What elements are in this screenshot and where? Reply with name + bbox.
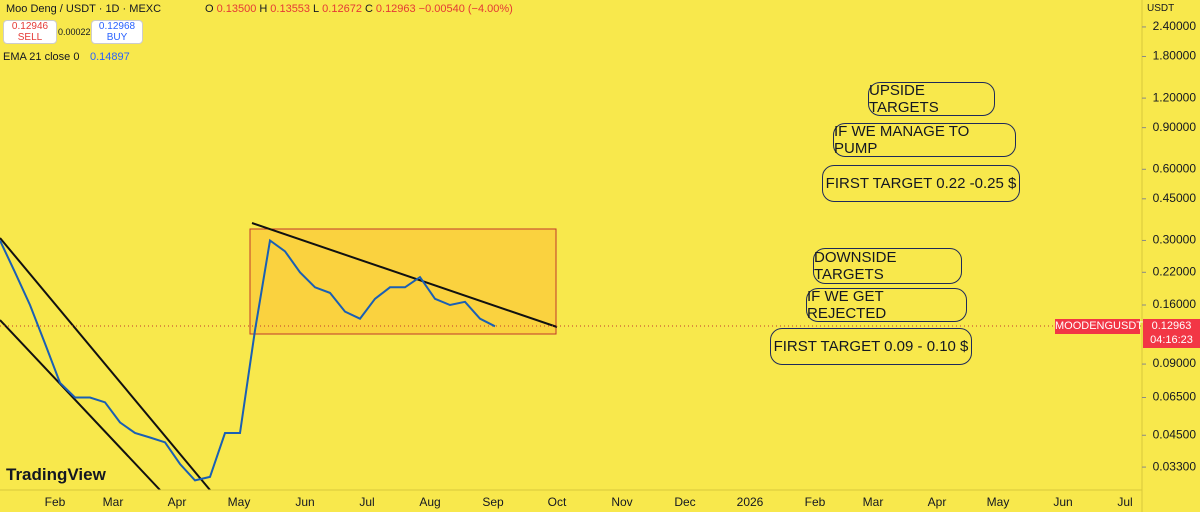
o-value: 0.13500 bbox=[216, 3, 257, 15]
channel-line bbox=[0, 319, 161, 491]
x-tick-label: Nov bbox=[611, 495, 632, 509]
x-tick-label: Jul bbox=[359, 495, 374, 509]
c-label: C bbox=[364, 3, 373, 15]
channel-line bbox=[0, 237, 211, 491]
indicator-label: EMA 21 close 0 bbox=[3, 51, 80, 63]
sell-label: SELL bbox=[17, 32, 43, 43]
annotation: DOWNSIDE TARGETS bbox=[813, 248, 962, 284]
change: −0.00540 (−4.00%) bbox=[418, 3, 513, 15]
x-tick-label: Dec bbox=[674, 495, 695, 509]
c-value: 0.12963 bbox=[375, 3, 416, 15]
l-value: 0.12672 bbox=[322, 3, 362, 15]
y-tick-label: 2.40000 bbox=[1153, 19, 1197, 33]
y-tick-label: 0.60000 bbox=[1153, 161, 1197, 175]
x-tick-label: Apr bbox=[168, 495, 187, 509]
annotation: IF WE MANAGE TO PUMP bbox=[833, 123, 1016, 157]
x-tick-label: Aug bbox=[419, 495, 440, 509]
currency: USDT bbox=[1147, 3, 1175, 14]
x-tick-label: 2026 bbox=[737, 495, 764, 509]
annotation: FIRST TARGET 0.22 -0.25 $ bbox=[822, 165, 1020, 202]
y-tick-label: 0.45000 bbox=[1153, 191, 1197, 205]
x-tick-label: Apr bbox=[928, 495, 947, 509]
x-tick-label: Sep bbox=[482, 495, 504, 509]
sell-price: 0.12946 bbox=[11, 21, 49, 32]
y-tick-label: 0.09000 bbox=[1153, 356, 1197, 370]
y-tick-label: 0.03300 bbox=[1153, 459, 1197, 473]
annotation: UPSIDE TARGETS bbox=[868, 82, 995, 116]
symbol-title: Moo Deng / USDT · 1D · MEXC bbox=[6, 3, 162, 15]
x-tick-label: Mar bbox=[103, 495, 124, 509]
y-tick-label: 1.20000 bbox=[1153, 90, 1197, 104]
h-value: 0.13553 bbox=[270, 3, 311, 15]
symbol-label: MOODENGUSDT bbox=[1055, 319, 1143, 334]
annotation: IF WE GET REJECTED bbox=[806, 288, 967, 322]
h-label: H bbox=[259, 3, 268, 15]
x-tick-label: May bbox=[228, 495, 251, 509]
o-label: O bbox=[205, 3, 214, 15]
countdown: 04:16:23 bbox=[1150, 334, 1193, 346]
y-tick-label: 0.30000 bbox=[1153, 233, 1197, 247]
y-tick-label: 0.04500 bbox=[1153, 427, 1197, 441]
y-tick-label: 0.16000 bbox=[1153, 297, 1197, 311]
sell-button[interactable]: 0.12946 SELL bbox=[3, 20, 57, 44]
y-tick-label: 0.06500 bbox=[1153, 390, 1197, 404]
x-tick-label: Jun bbox=[1053, 495, 1072, 509]
l-label: L bbox=[313, 3, 320, 15]
y-tick-label: 0.22000 bbox=[1153, 264, 1197, 278]
ohlc: O 0.13500 H 0.13553 L 0.12672 C 0.12963 −0.0… bbox=[205, 3, 513, 15]
x-tick-label: Jul bbox=[1117, 495, 1132, 509]
x-tick-label: May bbox=[987, 495, 1010, 509]
logo: TradingView bbox=[6, 465, 106, 484]
y-tick-label: 1.80000 bbox=[1153, 49, 1197, 63]
last-price-label: 0.12963 04:16:23 bbox=[1143, 319, 1200, 348]
spread: 0.00022 bbox=[58, 27, 91, 37]
annotation: FIRST TARGET 0.09 - 0.10 $ bbox=[770, 328, 972, 365]
x-tick-label: Feb bbox=[805, 495, 826, 509]
price-line bbox=[0, 238, 496, 482]
x-tick-label: Oct bbox=[548, 495, 567, 509]
buy-price: 0.12968 bbox=[98, 21, 136, 32]
buy-button[interactable]: 0.12968 BUY bbox=[91, 20, 143, 44]
indicator-value: 0.14897 bbox=[90, 51, 130, 63]
trend-line bbox=[251, 222, 558, 328]
x-tick-label: Jun bbox=[295, 495, 314, 509]
x-tick-label: Feb bbox=[45, 495, 66, 509]
buy-label: BUY bbox=[106, 32, 128, 43]
last-price: 0.12963 bbox=[1151, 320, 1192, 332]
y-tick-label: 0.90000 bbox=[1153, 120, 1197, 134]
range-box bbox=[249, 228, 557, 335]
x-tick-label: Mar bbox=[863, 495, 884, 509]
